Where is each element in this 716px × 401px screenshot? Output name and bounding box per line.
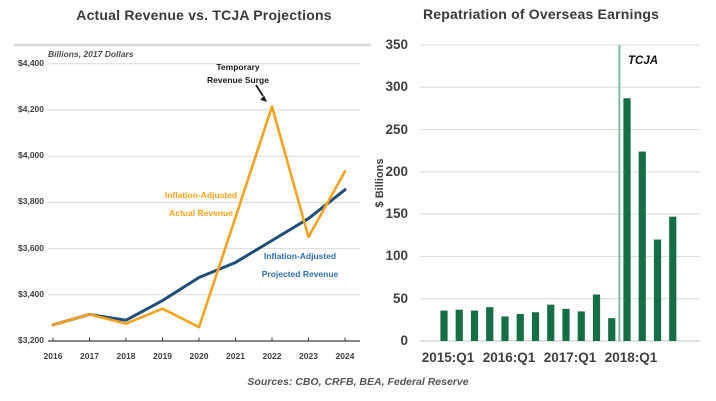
left-y-tick-label: $4,000 — [18, 150, 44, 161]
bar — [592, 294, 601, 341]
actual-revenue-series-label: Inflation-Adjusted Actual Revenue — [152, 186, 250, 222]
right-x-tick-label: 2018:Q1 — [604, 350, 658, 365]
right-y-tick-label: 150 — [385, 206, 408, 222]
left-y-tick-label: $4,400 — [18, 57, 44, 68]
tcja-event-label: TCJA — [628, 55, 659, 67]
annotation-arrowhead — [260, 95, 267, 102]
bar — [653, 239, 662, 341]
bar — [486, 307, 494, 341]
right-y-tick-label: 0 — [400, 333, 408, 348]
left-x-tick-label: 2023 — [299, 351, 318, 361]
right-x-tick-label: 2017:Q1 — [543, 350, 597, 365]
left-y-tick-label: $3,600 — [18, 242, 44, 253]
left-x-tick-label: 2024 — [335, 351, 355, 361]
actual-revenue-label-line-2: Actual Revenue — [169, 208, 233, 218]
bar — [531, 312, 540, 341]
annotation-line-2: Revenue Surge — [207, 75, 269, 85]
right-x-tick-label: 2015:Q1 — [421, 350, 475, 365]
left-x-tick-label: 2020 — [189, 351, 209, 361]
right-y-axis-title: $ Billions — [374, 158, 386, 208]
bar — [669, 216, 677, 341]
bar — [608, 318, 616, 341]
bar — [455, 309, 463, 341]
right-y-tick-label: 200 — [385, 163, 408, 179]
bar — [516, 313, 524, 341]
left-y-tick-label: $3,800 — [18, 196, 44, 207]
bar — [470, 310, 479, 341]
bar — [623, 98, 631, 341]
bar — [501, 316, 509, 341]
right-x-tick-label: 2016:Q1 — [482, 350, 536, 365]
bar — [577, 311, 585, 341]
left-x-tick-label: 2021 — [226, 351, 245, 361]
right-y-tick-label: 350 — [385, 37, 408, 52]
projected-revenue-label-line-1: Inflation-Adjusted — [263, 251, 337, 261]
actual-revenue-label-line-1: Inflation-Adjusted — [164, 190, 238, 200]
bar — [440, 310, 448, 341]
left-x-tick-label: 2017 — [80, 351, 99, 361]
left-chart-title: Actual Revenue vs. TCJA Projections — [76, 7, 332, 23]
annotation-arrow-line — [255, 84, 264, 97]
bar — [562, 308, 570, 341]
projected-revenue-series-label: Inflation-Adjusted Projected Revenue — [251, 247, 349, 283]
sources-footer: Sources: CBO, CRFB, BEA, Federal Reserve — [247, 376, 469, 388]
left-chart-units-note: Billions, 2017 Dollars — [48, 49, 134, 59]
left-y-tick-label: $3,200 — [18, 335, 44, 345]
right-y-tick-label: 100 — [385, 248, 408, 264]
series-line-actual — [51, 105, 347, 329]
bar — [547, 304, 555, 341]
right-chart-title: Repatriation of Overseas Earnings — [422, 6, 660, 22]
left-y-tick-label: $4,200 — [18, 104, 44, 114]
right-y-tick-label: 300 — [385, 79, 408, 95]
bar — [638, 151, 646, 341]
left-x-tick-label: 2016 — [43, 351, 63, 361]
left-x-tick-label: 2018 — [116, 351, 136, 361]
left-x-tick-label: 2022 — [262, 351, 282, 361]
right-y-tick-label: 250 — [385, 121, 408, 137]
right-y-tick-label: 50 — [392, 290, 408, 306]
annotation-temporary-revenue-surge: Temporary Revenue Surge — [190, 61, 286, 87]
annotation-line-1: Temporary — [216, 62, 260, 72]
projected-revenue-label-line-2: Projected Revenue — [261, 269, 339, 279]
left-y-tick-label: $3,400 — [18, 288, 44, 299]
left-x-tick-label: 2019 — [153, 351, 172, 361]
